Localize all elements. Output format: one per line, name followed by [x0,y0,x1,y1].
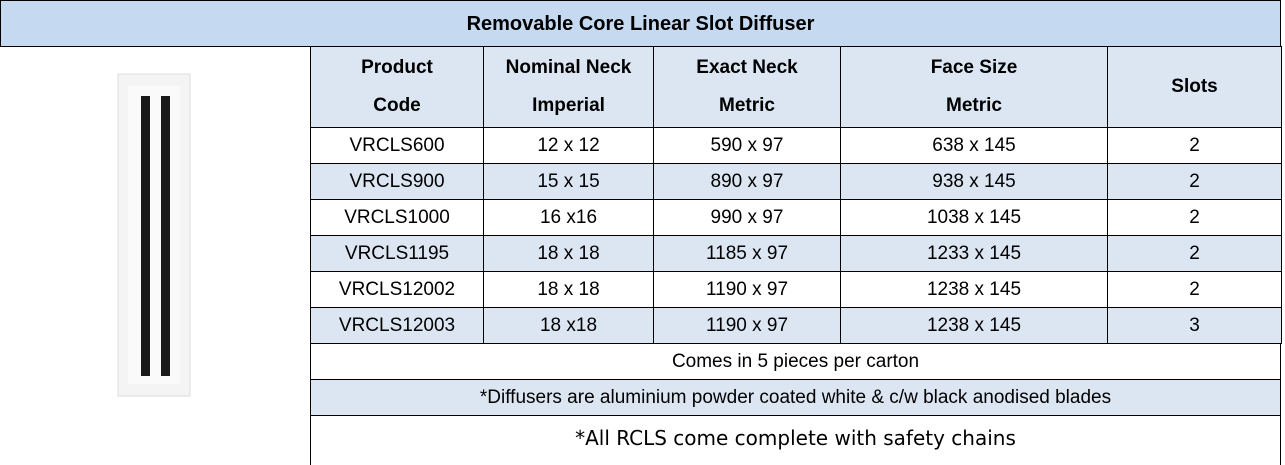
cell-text: 12 x 12 [537,128,599,164]
product-image [0,46,311,465]
data-cell: 590 x 97 [653,127,841,164]
cell-text: Metric [719,87,775,125]
cell-text: 890 x 97 [711,164,784,200]
page: Removable Core Linear Slot Diffuser Produ… [0,0,1285,465]
cell-text: VRCLS12003 [339,308,455,344]
note-row: *All RCLS come complete with safety chai… [310,415,1281,465]
data-cell: 18 x 18 [483,271,654,308]
data-cell: 2 [1107,199,1282,236]
cell-text: VRCLS1195 [345,236,449,272]
cell-text: 18 x 18 [537,236,599,272]
data-cell: VRCLS900 [310,163,484,200]
data-cell: 12 x 12 [483,127,654,164]
cell-text: 2 [1189,164,1200,200]
cell-text: Exact Neck [696,49,797,87]
cell-text: VRCLS600 [349,128,444,164]
data-cell: 1238 x 145 [840,271,1108,308]
data-cell: 18 x 18 [483,235,654,272]
cell-text: 18 x 18 [537,272,599,308]
cell-text: 15 x 15 [537,164,599,200]
cell-text: VRCLS1000 [344,200,450,236]
data-cell: 15 x 15 [483,163,654,200]
cell-text: 1233 x 145 [927,236,1021,272]
cell-text: Imperial [532,87,605,125]
data-cell: VRCLS1195 [310,235,484,272]
cell-text: Metric [946,87,1002,125]
cell-text: 1038 x 145 [927,200,1021,236]
cell-text: VRCLS12002 [339,272,455,308]
cell-text: 1190 x 97 [706,308,788,344]
cell-text: 990 x 97 [711,200,784,236]
data-cell: 638 x 145 [840,127,1108,164]
cell-text: 2 [1189,236,1200,272]
data-cell: 990 x 97 [653,199,841,236]
data-cell: VRCLS12003 [310,307,484,344]
cell-text: 18 x18 [540,308,597,344]
data-cell: 18 x18 [483,307,654,344]
data-cell: 1233 x 145 [840,235,1108,272]
note-row: *Diffusers are aluminium powder coated w… [310,379,1281,416]
cell-text: 638 x 145 [932,128,1015,164]
cell-text: 16 x16 [540,200,597,236]
data-cell: 2 [1107,235,1282,272]
data-cell: 16 x16 [483,199,654,236]
data-cell: 3 [1107,307,1282,344]
data-cell: VRCLS12002 [310,271,484,308]
cell-text: Nominal Neck [506,49,632,87]
data-cell: 890 x 97 [653,163,841,200]
cell-text: 1190 x 97 [706,272,788,308]
data-cell: 1185 x 97 [653,235,841,272]
cell-text: VRCLS900 [349,164,444,200]
cell-text: 3 [1189,308,1200,344]
cell-text: 2 [1189,200,1200,236]
data-cell: 938 x 145 [840,163,1108,200]
cell-text: 2 [1189,128,1200,164]
cell-text: 1238 x 145 [927,308,1021,344]
header-cell: Slots [1107,46,1282,128]
cell-text: Code [373,87,421,125]
data-cell: 1238 x 145 [840,307,1108,344]
data-cell: VRCLS1000 [310,199,484,236]
cell-text: Removable Core Linear Slot Diffuser [467,6,815,42]
table-title: Removable Core Linear Slot Diffuser [0,0,1281,47]
data-cell: 2 [1107,163,1282,200]
cell-text: 938 x 145 [932,164,1015,200]
cell-text: 1238 x 145 [927,272,1021,308]
data-cell: 2 [1107,127,1282,164]
data-cell: 1190 x 97 [653,271,841,308]
cell-text: *All RCLS come complete with safety chai… [575,420,1016,456]
cell-text: Face Size [931,49,1018,87]
cell-text: 1185 x 97 [706,236,788,272]
cell-text: Product [361,49,433,87]
cell-text: *Diffusers are aluminium powder coated w… [480,380,1111,416]
cell-text: Comes in 5 pieces per carton [672,344,919,380]
cell-text: 2 [1189,272,1200,308]
data-cell: 1190 x 97 [653,307,841,344]
cell-text: Slots [1171,68,1217,106]
data-cell: 1038 x 145 [840,199,1108,236]
note-row: Comes in 5 pieces per carton [310,343,1281,380]
cell-text: 590 x 97 [711,128,784,164]
data-cell: 2 [1107,271,1282,308]
data-cell: VRCLS600 [310,127,484,164]
